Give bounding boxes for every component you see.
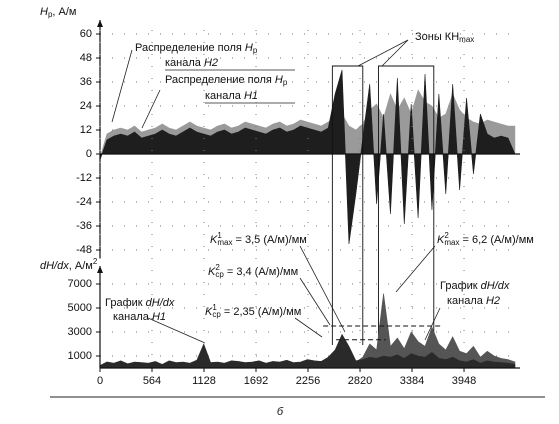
text-span: канала [165, 57, 204, 69]
y-tick-label: 1000 [68, 350, 92, 362]
text-span: , А/м [69, 260, 93, 272]
text-span: K [437, 234, 445, 246]
leader-line [147, 317, 206, 344]
leader-line [299, 245, 346, 333]
annotation: K1 ср = 2,35 (А/м)/мм [205, 303, 301, 319]
text-span: H [245, 42, 253, 54]
leader-line [294, 317, 323, 338]
x-tick-label: 2820 [348, 375, 372, 387]
x-tick-label: 564 [143, 375, 161, 387]
leader-line [424, 307, 441, 341]
caption: б [277, 406, 284, 418]
zone-box [331, 65, 364, 345]
x-tick-label: 2256 [296, 375, 320, 387]
text-span: max [459, 35, 474, 44]
text-span: max [444, 238, 459, 247]
text-span: K [205, 306, 213, 318]
leader-line [141, 89, 161, 129]
annotation: K2 ср = 3,4 (А/м)/мм [208, 263, 298, 279]
axis-arrow [97, 266, 103, 273]
text-span: 2 [215, 263, 220, 272]
y-tick-label: 12 [80, 124, 92, 136]
y-tick-label: 48 [80, 52, 92, 64]
text-span: канала [205, 90, 244, 102]
text-span: dH/dx [481, 280, 510, 292]
annotation: канала H1 [205, 90, 258, 102]
text-span: 2 [444, 231, 449, 240]
text-span: р [48, 10, 53, 19]
text-span: Распределение поля [135, 42, 245, 54]
text-span: ср [212, 310, 221, 319]
x-tick-label: 3384 [400, 375, 424, 387]
y-tick-label: 5000 [68, 302, 92, 314]
text-span: = 6,2 (А/м)/мм [459, 234, 533, 246]
text-span: H2 [486, 295, 500, 307]
x-tick-label: 1128 [192, 375, 216, 387]
leader-line [111, 49, 133, 123]
text-span: H [40, 6, 48, 18]
text-span: 1 [217, 231, 222, 240]
y-tick-label: 24 [80, 100, 92, 112]
text-span: График [440, 280, 481, 292]
area-series [99, 333, 516, 369]
zone-box [378, 65, 435, 345]
y-tick-label: -48 [76, 244, 92, 256]
text-span: Зоны КН [415, 31, 459, 43]
y-tick-label: 60 [80, 28, 92, 40]
annotation: Зоны КНmax [415, 31, 474, 44]
text-span: H [275, 74, 283, 86]
text-span: , А/м [52, 6, 76, 18]
text-span: K [210, 234, 218, 246]
text-span: = 3,5 (А/м)/мм [232, 234, 306, 246]
text-span: ср [215, 270, 224, 279]
y-tick-label: 36 [80, 76, 92, 88]
leader-line [357, 39, 409, 67]
annotation: Распределение поля Hр [165, 74, 288, 87]
area-series [99, 69, 516, 245]
annotation: K2 max = 6,2 (А/м)/мм [437, 231, 534, 247]
text-span: канала [447, 295, 486, 307]
text-span: Распределение поля [165, 74, 275, 86]
y-tick-label: -36 [76, 220, 92, 232]
leader-line [395, 245, 436, 293]
text-span: канала [113, 311, 152, 323]
axis-arrow [97, 20, 103, 27]
annotation: канала H1 [113, 311, 166, 323]
y-tick-label: 3000 [68, 326, 92, 338]
x-tick-label: 3948 [452, 375, 476, 387]
text-span: H1 [152, 311, 166, 323]
annotation: канала H2 [447, 295, 500, 307]
y-axis-label: Hр, А/м [40, 6, 76, 19]
annotation: Распределение поля Hр [135, 42, 258, 55]
annotation: График dH/dx [440, 280, 510, 292]
x-tick-label: 0 [97, 375, 103, 387]
text-span: = 2,35 (А/м)/мм [221, 306, 301, 318]
text-span: H2 [204, 57, 218, 69]
y-tick-label: 7000 [68, 278, 92, 290]
text-span: р [253, 46, 258, 55]
text-span: dH/dx [146, 297, 175, 309]
annotation: K1 max = 3,5 (А/м)/мм [210, 231, 307, 247]
text-span: max [217, 238, 232, 247]
text-span: K [208, 266, 216, 278]
y-tick-label: 0 [86, 148, 92, 160]
x-tick-label: 1692 [244, 375, 268, 387]
y-tick-label: -24 [76, 196, 92, 208]
leader-line [381, 39, 409, 67]
y-tick-label: -12 [76, 172, 92, 184]
text-span: 1 [212, 303, 217, 312]
text-span: H1 [244, 90, 258, 102]
text-span: dH/dx [40, 260, 69, 272]
annotation: канала H2 [165, 57, 218, 69]
y-axis-label: dH/dx, А/м2 [40, 257, 98, 272]
text-span: р [283, 78, 288, 87]
leader-lines [50, 39, 545, 398]
leader-line [299, 277, 331, 326]
text-span: 2 [93, 257, 98, 266]
text-span: = 3,4 (А/м)/мм [224, 266, 298, 278]
text-span: График [105, 297, 146, 309]
annotation: График dH/dx [105, 297, 175, 309]
